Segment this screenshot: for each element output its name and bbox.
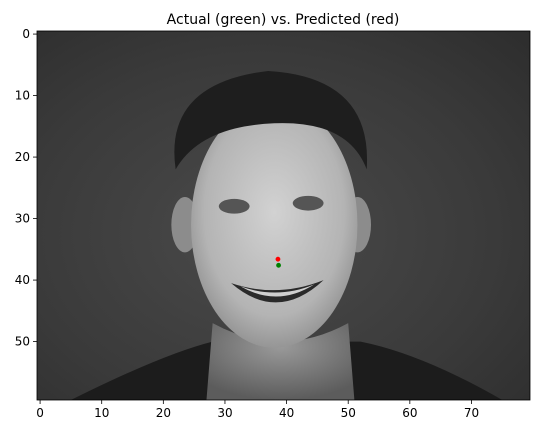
x-tick-label: 40 [279,406,294,420]
image-right-eye [292,195,324,211]
x-tick-label: 10 [94,406,109,420]
y-tick-label: 30 [15,212,30,226]
x-axis: 0 10 20 30 40 50 60 70 [36,400,479,420]
image-mouth [231,280,324,303]
y-tick-label: 10 [15,89,30,103]
y-tick-label: 40 [15,273,30,287]
y-tick-label: 20 [15,150,30,164]
markers [275,256,281,268]
y-tick-label: 50 [15,335,30,349]
x-tick-label: 70 [464,406,479,420]
y-axis: 0 10 20 30 40 50 [15,27,37,349]
chart-title: Actual (green) vs. Predicted (red) [167,12,400,28]
image-neck [206,323,355,400]
x-tick-label: 0 [36,406,44,420]
x-tick-label: 50 [341,406,356,420]
axes-frame [36,30,531,401]
x-tick-label: 20 [156,406,171,420]
image-face [191,101,358,348]
image-teeth [240,284,315,297]
actual-point [276,262,281,268]
x-tick-label: 30 [217,406,232,420]
image-hair [174,70,368,170]
predicted-point [275,256,281,262]
plot-area [37,31,530,400]
y-tick-label: 0 [22,27,30,41]
image-left-eye [218,198,250,214]
x-tick-label: 60 [402,406,417,420]
